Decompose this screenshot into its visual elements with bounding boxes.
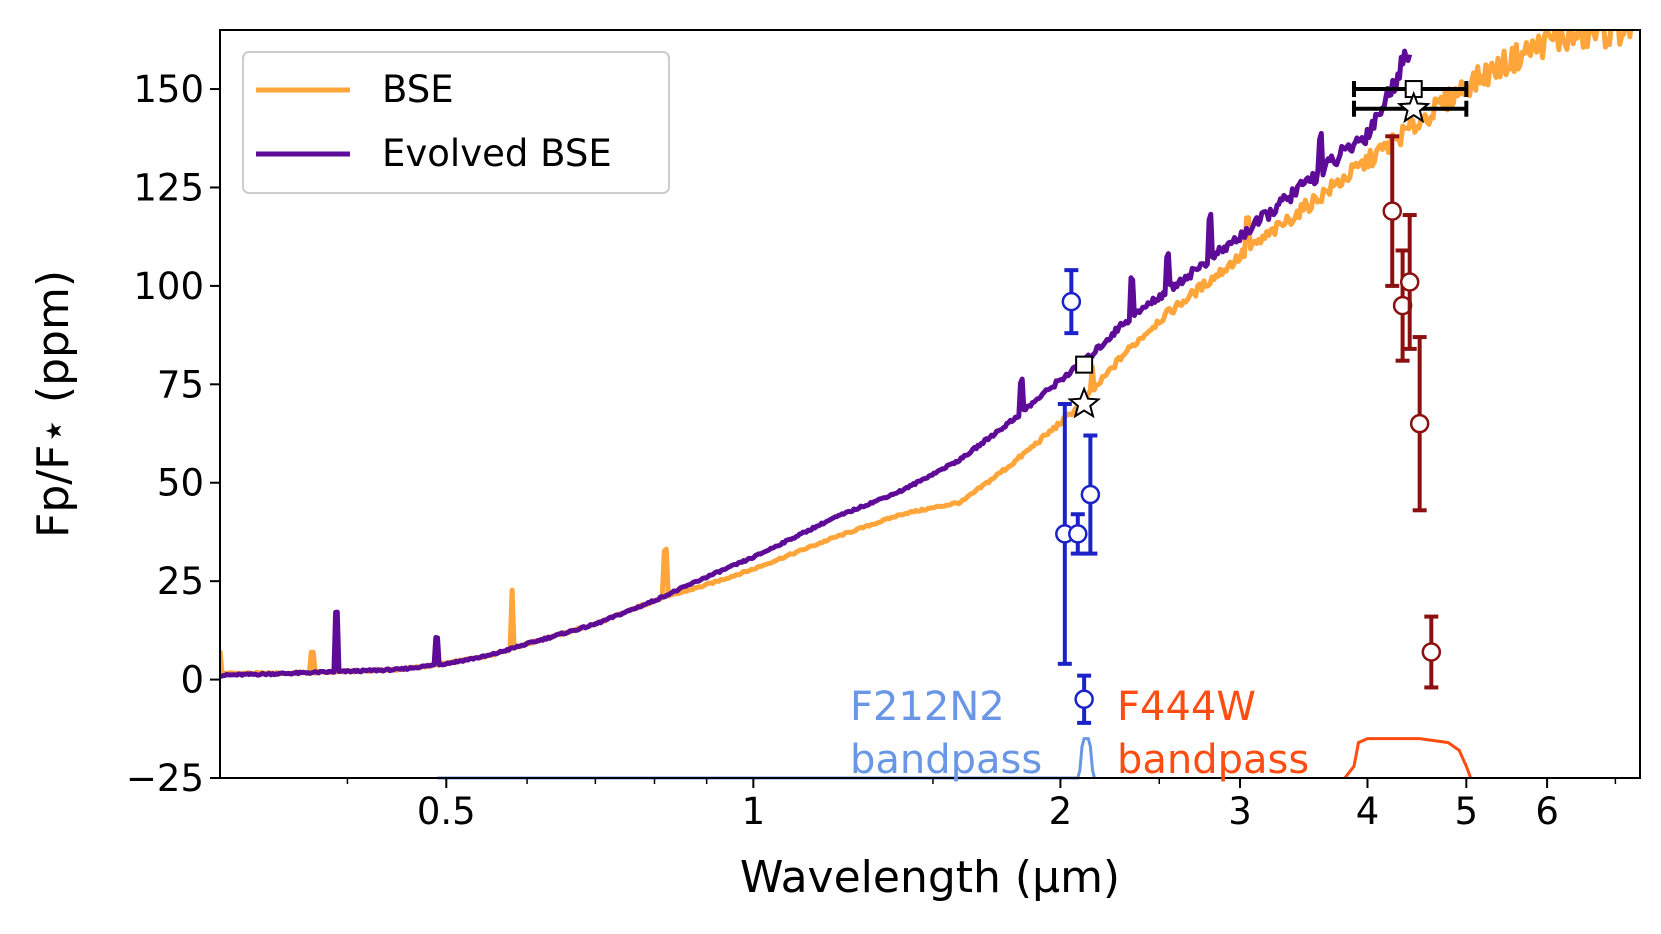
f212n2-data-marker: [1061, 291, 1082, 312]
x-tick-label: 2: [1049, 790, 1073, 833]
f444w-data-marker: [1409, 413, 1430, 434]
f212n2-data-marker: [1068, 524, 1088, 544]
plot-frame: [219, 29, 1641, 779]
x-tick-label: 5: [1455, 790, 1479, 833]
f212n2-data-point-4: [1080, 433, 1101, 556]
f444w-data-marker: [1421, 642, 1442, 662]
y-tick-label: 50: [157, 462, 204, 505]
f212n2-data-point-2: [1068, 512, 1088, 556]
f212n2-data-point-1: [1061, 268, 1082, 336]
band-average-star-marker: [1067, 386, 1101, 419]
f444w-data-point-0: [1382, 134, 1402, 288]
series-line-evolved-bse: [220, 48, 1413, 679]
y-tick-label: 150: [133, 68, 204, 111]
f444w-data-point-2: [1399, 213, 1420, 351]
legend-label-bse: BSE: [382, 68, 454, 111]
y-tick-label: 25: [157, 560, 204, 603]
x-tick-label: 0.5: [417, 790, 476, 833]
y-tick-label: 100: [133, 265, 204, 308]
legend-box: [242, 51, 670, 194]
f212n2-data-marker: [1074, 689, 1094, 710]
errorbar-layer: [1055, 134, 1442, 725]
f212n2-data-marker: [1080, 484, 1101, 505]
x-tick-label: 4: [1356, 790, 1380, 833]
f444w-data-marker: [1399, 272, 1420, 292]
legend-label-evolved-bse: Evolved BSE: [382, 132, 612, 175]
x-axis: 0.5 1 2 3 4 5 6: [346, 778, 1617, 833]
y-tick-label: 125: [133, 166, 204, 209]
bandpass-label-f444w-name: F444W: [1117, 684, 1256, 730]
band-average-star-1: [1067, 386, 1101, 419]
series-layer: [220, 30, 1634, 679]
x-tick-label: 1: [742, 790, 766, 833]
f444w-data-marker: [1382, 201, 1402, 221]
y-axis: −25 0 25 50 75 100 125 150: [126, 68, 220, 800]
bandpass-curve-f444w: [1343, 737, 1473, 779]
bandpass-label-f212n2-word: bandpass: [850, 737, 1042, 783]
band-average-layer: [1067, 80, 1469, 419]
y-tick-label: −25: [126, 757, 204, 800]
y-tick-label: 75: [157, 363, 204, 406]
band-average-square-0: [1075, 355, 1094, 374]
x-axis-label: Wavelength (μm): [740, 852, 1120, 903]
legend: BSE Evolved BSE: [242, 51, 670, 194]
bandpass-label-f444w-word: bandpass: [1117, 737, 1309, 783]
f444w-data-point-3: [1409, 335, 1430, 513]
band-average-star-marker: [1396, 90, 1431, 124]
band-average-square-2: [1351, 80, 1469, 99]
x-tick-label: 3: [1228, 790, 1252, 833]
y-tick-label: 0: [180, 659, 204, 702]
x-tick-label: 6: [1535, 790, 1559, 833]
band-average-square-marker: [1075, 355, 1094, 374]
y-axis-label: Fp/F⋆ (ppm): [28, 270, 79, 538]
band-average-star-3: [1351, 90, 1469, 124]
bandpass-label-f212n2-name: F212N2: [850, 684, 1005, 730]
f212n2-data-point-3: [1074, 673, 1094, 725]
f444w-data-point-4: [1421, 614, 1442, 690]
